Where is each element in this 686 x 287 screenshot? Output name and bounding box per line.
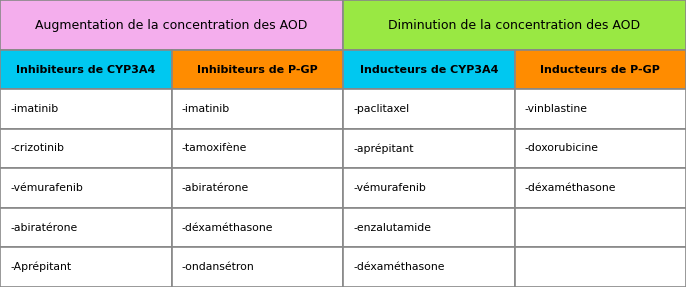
Text: -imatinib: -imatinib xyxy=(10,104,58,114)
Text: -Aprépitant: -Aprépitant xyxy=(10,262,71,272)
Bar xyxy=(514,50,686,89)
Bar xyxy=(343,50,514,89)
Text: Inducteurs de P-GP: Inducteurs de P-GP xyxy=(541,65,660,75)
Bar xyxy=(343,89,514,129)
Bar xyxy=(514,129,686,168)
Bar xyxy=(514,208,686,247)
Bar xyxy=(172,129,343,168)
Bar xyxy=(343,168,514,208)
Bar xyxy=(343,129,514,168)
Text: -abiratérone: -abiratérone xyxy=(182,183,249,193)
Text: -déxaméthasone: -déxaméthasone xyxy=(182,223,273,232)
Bar xyxy=(0,129,172,168)
Text: Augmentation de la concentration des AOD: Augmentation de la concentration des AOD xyxy=(35,19,308,32)
Text: -déxaméthasone: -déxaméthasone xyxy=(525,183,616,193)
Bar xyxy=(0,208,172,247)
Text: -vémurafenib: -vémurafenib xyxy=(10,183,83,193)
Text: -vémurafenib: -vémurafenib xyxy=(353,183,426,193)
Text: -tamoxifène: -tamoxifène xyxy=(182,144,247,153)
Text: -vinblastine: -vinblastine xyxy=(525,104,588,114)
Text: Inhibiteurs de CYP3A4: Inhibiteurs de CYP3A4 xyxy=(16,65,156,75)
Bar xyxy=(0,89,172,129)
Bar xyxy=(172,168,343,208)
Text: Diminution de la concentration des AOD: Diminution de la concentration des AOD xyxy=(388,19,641,32)
Bar xyxy=(343,0,686,50)
Text: -abiratérone: -abiratérone xyxy=(10,223,78,232)
Bar xyxy=(0,247,172,287)
Bar xyxy=(0,168,172,208)
Bar xyxy=(172,89,343,129)
Text: -aprépitant: -aprépitant xyxy=(353,143,414,154)
Bar xyxy=(343,247,514,287)
Text: -enzalutamide: -enzalutamide xyxy=(353,223,431,232)
Text: -paclitaxel: -paclitaxel xyxy=(353,104,410,114)
Bar xyxy=(343,208,514,247)
Text: Inducteurs de CYP3A4: Inducteurs de CYP3A4 xyxy=(359,65,498,75)
Bar xyxy=(172,50,343,89)
Bar xyxy=(172,247,343,287)
Bar xyxy=(0,50,172,89)
Bar xyxy=(514,89,686,129)
Text: Inhibiteurs de P-GP: Inhibiteurs de P-GP xyxy=(197,65,318,75)
Text: -imatinib: -imatinib xyxy=(182,104,230,114)
Bar xyxy=(0,0,343,50)
Bar xyxy=(514,247,686,287)
Text: -ondansétron: -ondansétron xyxy=(182,262,255,272)
Text: -crizotinib: -crizotinib xyxy=(10,144,64,153)
Bar xyxy=(514,168,686,208)
Text: -doxorubicine: -doxorubicine xyxy=(525,144,599,153)
Bar xyxy=(172,208,343,247)
Text: -déxaméthasone: -déxaméthasone xyxy=(353,262,445,272)
